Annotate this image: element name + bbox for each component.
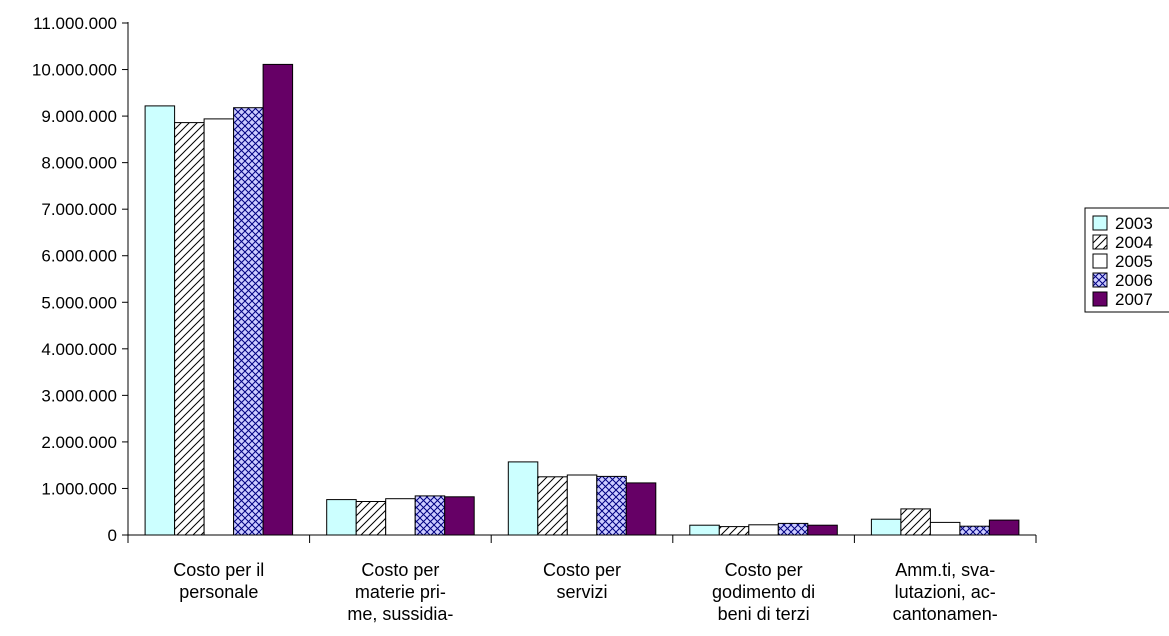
legend-label-2004: 2004 xyxy=(1115,233,1153,252)
bar-2004-cat-2 xyxy=(537,476,568,536)
bar-2007-cat-2 xyxy=(625,482,657,536)
axes-layer xyxy=(122,22,1037,543)
y-tick-label: 6.000.000 xyxy=(41,247,117,266)
bar-2003-cat-3 xyxy=(689,524,720,536)
legend-label-2006: 2006 xyxy=(1115,271,1153,290)
bar-2004-cat-0 xyxy=(174,122,205,536)
bar-2005-cat-2 xyxy=(566,474,598,536)
y-tick-label: 7.000.000 xyxy=(41,200,117,219)
bar-2006-cat-4 xyxy=(959,525,990,536)
x-category-labels: Costo per il personale Costo per materie pr… xyxy=(173,560,997,624)
y-tick-labels: 0 1.000.000 2.000.000 3.000.000 4.000.000 5.0… xyxy=(32,14,117,545)
legend-swatch-2004 xyxy=(1092,234,1108,250)
bars-layer xyxy=(144,63,1020,536)
bar-2006-cat-3 xyxy=(777,522,809,536)
legend-label-2005: 2005 xyxy=(1115,252,1153,271)
bar-2007-cat-3 xyxy=(807,524,838,536)
y-tick-label: 3.000.000 xyxy=(41,386,117,405)
bar-2005-cat-1 xyxy=(385,498,416,536)
y-tick-label: 1.000.000 xyxy=(41,479,117,498)
bar-2007-cat-0 xyxy=(262,63,294,536)
bar-2006-cat-2 xyxy=(596,475,627,536)
bar-2005-cat-0 xyxy=(203,118,235,536)
y-tick-label: 8.000.000 xyxy=(41,154,117,173)
bar-2005-cat-3 xyxy=(748,524,779,536)
bar-2006-cat-1 xyxy=(414,495,446,536)
bar-2004-cat-3 xyxy=(718,526,750,536)
bar-2007-cat-1 xyxy=(444,496,475,536)
x-tick-label: Costo per godimento di beni di terzi xyxy=(712,560,815,624)
y-tick-label: 11.000.000 xyxy=(33,14,117,33)
legend-label-2007: 2007 xyxy=(1115,290,1153,309)
y-tick-label: 2.000.000 xyxy=(41,433,117,452)
legend-swatch-2006 xyxy=(1092,272,1108,288)
bar-2003-cat-1 xyxy=(326,499,357,536)
bar-2006-cat-0 xyxy=(233,107,264,536)
y-tick-label: 9.000.000 xyxy=(41,107,117,126)
legend-swatch-2007 xyxy=(1092,291,1108,307)
y-tick-label: 5.000.000 xyxy=(41,293,117,312)
legend-label-2003: 2003 xyxy=(1115,214,1153,233)
x-tick-label: Costo per il personale xyxy=(173,560,264,602)
y-tick-label: 0 xyxy=(108,526,117,545)
bar-2005-cat-4 xyxy=(929,521,961,536)
x-tick-label: Amm.ti, sva-lutazioni, ac-cantonamen- xyxy=(893,560,998,624)
bar-2003-cat-2 xyxy=(507,461,539,536)
x-tick-label: Costo per servizi xyxy=(543,560,621,602)
x-tick-label: Costo per materie pri-me, sussidia- xyxy=(347,560,453,624)
bar-2007-cat-4 xyxy=(988,519,1020,536)
legend-swatch-2005 xyxy=(1092,253,1108,269)
bar-2004-cat-1 xyxy=(355,501,387,536)
legend-swatch-2003 xyxy=(1092,215,1108,231)
bar-2004-cat-4 xyxy=(900,508,931,536)
bar-2003-cat-4 xyxy=(870,518,902,536)
bar-2003-cat-0 xyxy=(144,105,176,536)
y-tick-label: 4.000.000 xyxy=(41,340,117,359)
y-tick-label: 10.000.000 xyxy=(32,61,117,80)
